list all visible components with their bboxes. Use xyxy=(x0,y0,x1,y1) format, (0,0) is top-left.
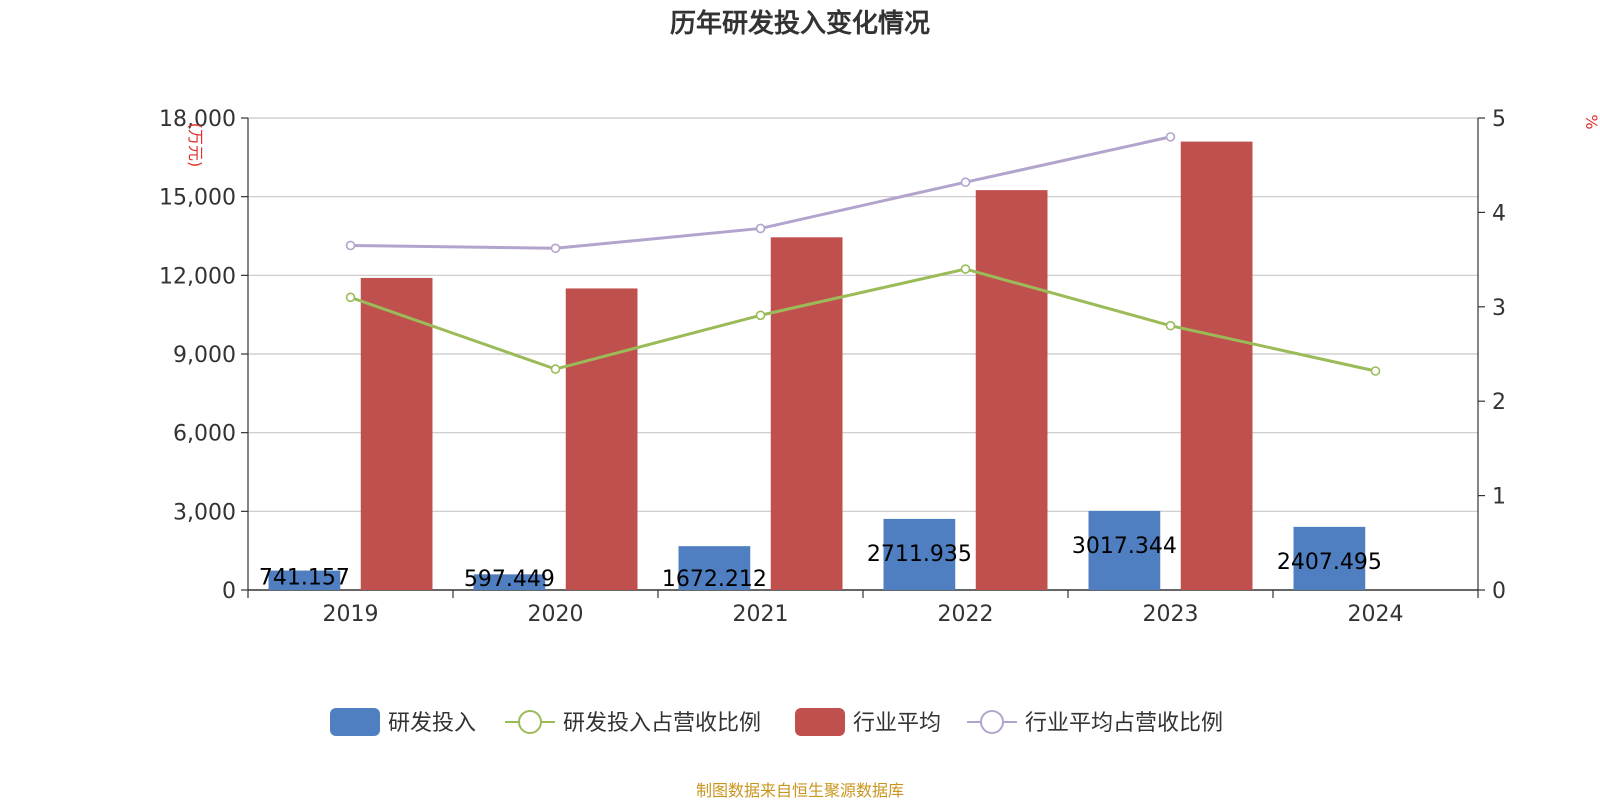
bar-data-label: 2711.935 xyxy=(867,542,972,567)
bar-rd-investment xyxy=(1088,510,1161,590)
bar-data-label: 2407.495 xyxy=(1277,550,1382,575)
chart-title: 历年研发投入变化情况 xyxy=(670,8,930,39)
axes: 0 3,000 6,000 9,000 12,000 15,000 18,000 0 1 2 3 4 5… xyxy=(159,107,1506,627)
legend-swatch xyxy=(330,708,380,736)
x-tick-label: 2022 xyxy=(938,602,994,627)
line-point xyxy=(755,223,766,234)
left-tick-label: 15,000 xyxy=(159,186,236,211)
source-note: 制图数据来自恒生聚源数据库 xyxy=(696,781,904,800)
legend-label: 行业平均占营收比例 xyxy=(1025,711,1223,736)
line-point xyxy=(345,240,356,251)
bar-data-label: 1672.212 xyxy=(662,567,767,592)
left-tick-label: 6,000 xyxy=(173,422,236,447)
x-tick-label: 2024 xyxy=(1348,602,1404,627)
bar-industry-average xyxy=(360,277,433,590)
x-tick-label: 2019 xyxy=(323,602,379,627)
right-tick-label: 2 xyxy=(1492,390,1506,415)
bar-rd-investment xyxy=(883,518,956,590)
x-tick-label: 2020 xyxy=(528,602,584,627)
right-tick-label: 1 xyxy=(1492,485,1506,510)
bar-data-label: 597.449 xyxy=(464,567,555,592)
legend-label: 行业平均 xyxy=(853,711,941,736)
line-point xyxy=(1165,132,1176,142)
left-tick-label: 9,000 xyxy=(173,343,236,368)
left-tick-label: 12,000 xyxy=(159,264,236,289)
line-point xyxy=(960,264,971,274)
bar-rd-investment xyxy=(678,546,751,590)
bar-data-label: 3017.344 xyxy=(1072,534,1177,559)
line-series-1 xyxy=(350,267,1376,373)
left-axis-unit: (万元) xyxy=(186,123,205,168)
grid-lines xyxy=(248,117,1478,512)
legend-swatch xyxy=(795,708,845,736)
line-point xyxy=(960,177,971,187)
right-tick-label: 0 xyxy=(1492,579,1506,604)
left-tick-label: 18,000 xyxy=(159,107,236,132)
legend: 研发投入 研发投入占营收比例 行业平均 行业平均占营收比例 xyxy=(330,708,1223,736)
lines xyxy=(345,132,1381,376)
line-point xyxy=(345,292,356,303)
legend-marker xyxy=(980,710,1004,734)
bar-rd-investment xyxy=(473,574,546,590)
bars xyxy=(268,141,1366,591)
bar-industry-average xyxy=(1180,141,1253,590)
bar-industry-average xyxy=(770,237,843,591)
line-point xyxy=(550,243,561,254)
left-tick-label: 3,000 xyxy=(173,500,236,525)
line-point xyxy=(1370,366,1381,376)
bar-data-label: 741.157 xyxy=(259,566,350,591)
right-tick-label: 4 xyxy=(1492,201,1506,226)
left-tick-label: 0 xyxy=(222,579,236,604)
data-labels: 741.157 597.449 1672.212 2711.935 3017.344 24… xyxy=(259,534,1382,592)
line-point xyxy=(550,364,561,374)
bar-rd-investment xyxy=(268,570,341,590)
bar-industry-average xyxy=(975,190,1048,590)
bar-rd-investment xyxy=(1293,526,1366,590)
line-point xyxy=(755,310,766,321)
legend-label: 研发投入 xyxy=(388,711,476,736)
right-tick-label: 5 xyxy=(1492,107,1506,132)
line-point xyxy=(1165,320,1176,331)
x-tick-label: 2023 xyxy=(1143,602,1199,627)
right-axis-unit: % xyxy=(1582,114,1600,129)
right-tick-label: 3 xyxy=(1492,296,1506,321)
bar-industry-average xyxy=(565,288,638,590)
legend-marker xyxy=(518,710,542,734)
legend-label: 研发投入占营收比例 xyxy=(563,711,761,736)
x-tick-label: 2021 xyxy=(733,602,789,627)
